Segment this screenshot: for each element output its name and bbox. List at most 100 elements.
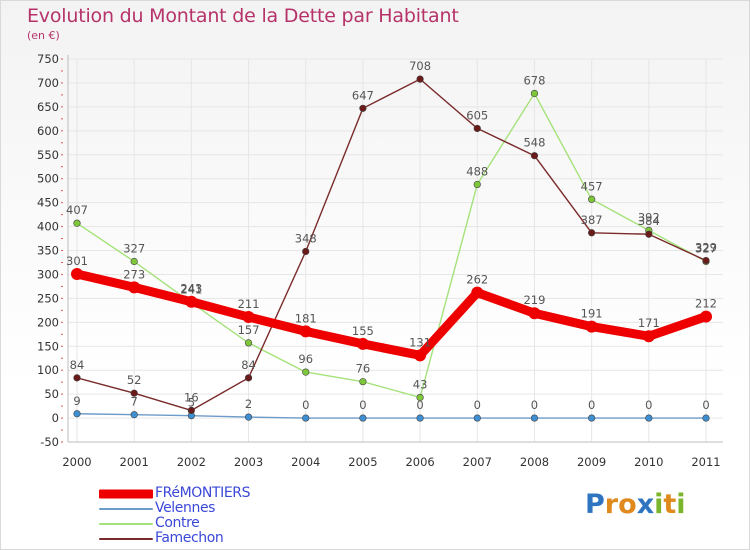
data-label: 0 <box>416 398 423 412</box>
series-line-frémontiers <box>72 269 711 360</box>
data-label: 384 <box>638 214 660 228</box>
data-point <box>71 267 83 280</box>
data-label: 301 <box>66 254 88 268</box>
data-point <box>530 152 539 160</box>
data-label: 131 <box>409 335 431 349</box>
data-point <box>130 389 138 397</box>
data-point <box>588 414 596 422</box>
legend-swatch <box>99 522 153 525</box>
data-point <box>645 230 653 238</box>
data-label: 457 <box>581 179 603 193</box>
data-label: 407 <box>66 203 88 217</box>
proxiti-logo: Proxiti <box>585 489 686 520</box>
x-tick-label: 2009 <box>577 455 606 469</box>
data-label: 488 <box>466 164 488 178</box>
data-label: 157 <box>238 323 260 337</box>
data-point <box>416 414 424 422</box>
y-tick-label: 500 <box>37 172 59 186</box>
x-tick-label: 2000 <box>62 455 91 469</box>
data-label: 273 <box>123 267 145 281</box>
x-tick-label: 2007 <box>463 455 492 469</box>
logo-letter: i <box>654 489 664 520</box>
data-label: 0 <box>359 398 366 412</box>
data-point <box>588 229 596 237</box>
series-line-velennes <box>76 413 707 419</box>
data-label: 327 <box>695 242 717 256</box>
data-label: 0 <box>531 398 538 412</box>
series-line-famechon <box>76 78 707 412</box>
y-tick-label: 300 <box>37 267 59 281</box>
data-label: 708 <box>409 59 431 73</box>
y-tick-label: 650 <box>37 100 59 114</box>
data-label: 212 <box>695 297 717 311</box>
data-point <box>242 311 255 324</box>
data-point <box>73 219 81 227</box>
data-label: 329 <box>695 241 717 255</box>
data-point <box>244 413 253 421</box>
data-label: 171 <box>638 316 660 330</box>
x-tick-label: 2006 <box>405 455 434 469</box>
data-label: 43 <box>413 377 428 391</box>
data-point <box>187 406 195 415</box>
data-label: 76 <box>356 362 371 376</box>
data-label: 647 <box>352 88 374 102</box>
y-tick-label: -50 <box>40 435 59 449</box>
data-label: 0 <box>302 398 309 412</box>
data-point <box>473 124 481 133</box>
data-label: 2 <box>245 397 252 411</box>
y-tick-label: 0 <box>52 411 59 425</box>
data-point <box>130 411 138 419</box>
data-label: 605 <box>466 108 488 122</box>
data-point <box>530 414 539 422</box>
data-point <box>530 89 539 98</box>
chart-title: Evolution du Montant de la Dette par Hab… <box>27 5 459 27</box>
y-tick-label: 400 <box>37 220 59 234</box>
data-label: 243 <box>180 282 202 296</box>
data-point <box>130 257 138 266</box>
x-tick-label: 2001 <box>120 455 149 469</box>
data-point <box>359 104 367 112</box>
data-point <box>416 393 424 402</box>
legend-label: Contre <box>155 515 200 531</box>
legend-swatch <box>99 489 153 498</box>
legend-swatch <box>99 537 153 540</box>
data-label: 16 <box>184 390 199 404</box>
y-tick-label: 550 <box>37 148 59 162</box>
y-tick-label: 250 <box>37 291 59 305</box>
data-point <box>645 414 653 422</box>
y-tick-label: 700 <box>37 76 59 90</box>
data-point <box>359 378 367 386</box>
data-point <box>185 295 198 308</box>
y-tick-label: 100 <box>37 363 59 377</box>
data-label: 348 <box>295 231 317 245</box>
data-label: 52 <box>127 373 142 387</box>
y-tick-label: 150 <box>37 339 59 353</box>
y-tick-label: 750 <box>37 52 59 66</box>
data-label: 155 <box>352 324 374 338</box>
data-point <box>73 410 81 418</box>
data-label: 84 <box>241 358 256 372</box>
data-point <box>299 325 312 338</box>
data-point <box>128 281 141 294</box>
data-point <box>700 310 712 323</box>
data-label: 392 <box>638 210 660 224</box>
data-label: 0 <box>474 398 481 412</box>
y-tick-label: 450 <box>37 196 59 210</box>
x-tick-label: 2005 <box>348 455 377 469</box>
data-point <box>302 247 310 256</box>
data-label: 548 <box>523 136 545 150</box>
data-label: 327 <box>123 242 145 256</box>
x-tick-label: 2008 <box>520 455 549 469</box>
data-label: 9 <box>73 394 80 408</box>
data-label: 219 <box>523 293 545 307</box>
data-point <box>473 414 481 422</box>
data-label: 387 <box>581 213 603 227</box>
data-point <box>359 414 367 422</box>
x-tick-label: 2003 <box>234 455 263 469</box>
data-point <box>702 414 710 422</box>
logo-letter: i <box>676 489 686 520</box>
data-label: 191 <box>581 307 603 321</box>
data-point <box>702 256 710 265</box>
